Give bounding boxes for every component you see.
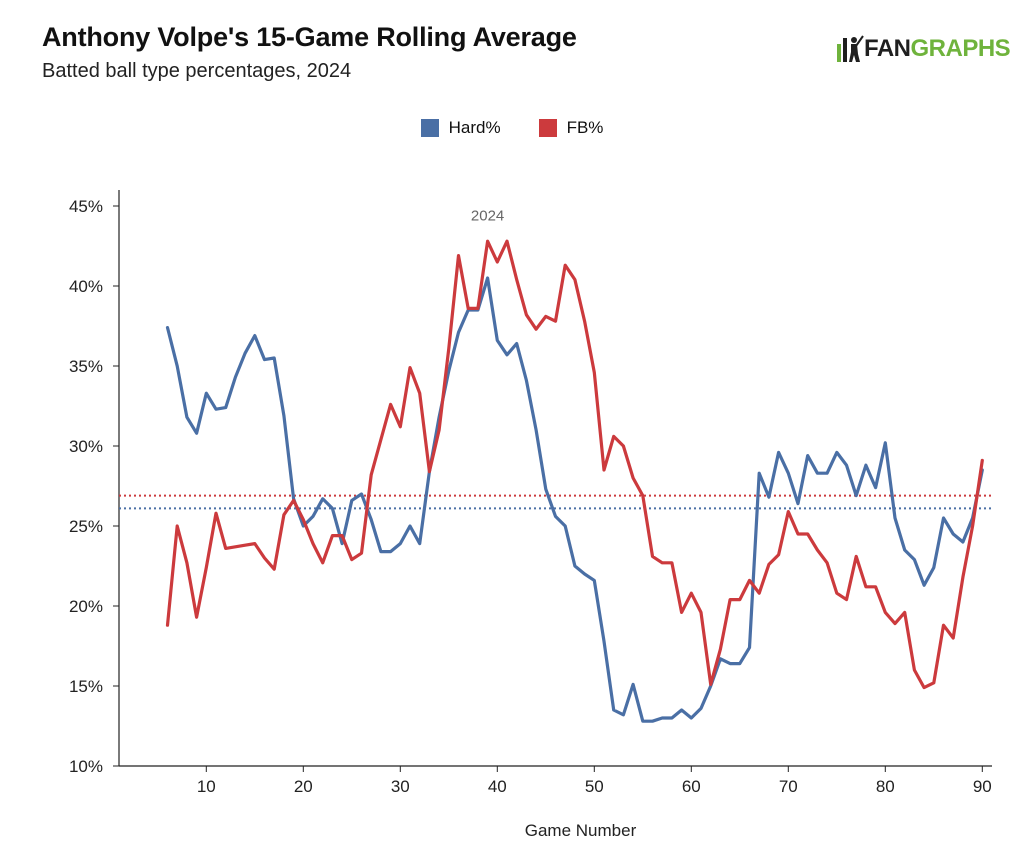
batter-icon xyxy=(837,35,864,62)
y-tick-label: 40% xyxy=(69,277,103,296)
chart-title: Anthony Volpe's 15-Game Rolling Average xyxy=(42,22,577,52)
y-tick-label: 10% xyxy=(69,757,103,776)
x-tick-label: 10 xyxy=(197,777,216,796)
x-tick-label: 40 xyxy=(488,777,507,796)
x-tick-label: 30 xyxy=(391,777,410,796)
legend-label-fb: FB% xyxy=(566,118,604,137)
y-tick-label: 45% xyxy=(69,197,103,216)
legend-swatch-hard xyxy=(420,119,439,137)
chart-annotation: 2024 xyxy=(471,207,504,224)
y-tick-label: 25% xyxy=(69,517,103,536)
legend-item-fb: FB% xyxy=(538,118,604,138)
y-tick-label: 35% xyxy=(69,357,103,376)
x-tick-label: 60 xyxy=(682,777,701,796)
legend-swatch-fb xyxy=(538,119,557,137)
x-tick-label: 90 xyxy=(973,777,992,796)
series-line-fb xyxy=(165,239,984,690)
series-line-hard xyxy=(165,276,984,723)
logo-text-graphs: GRAPHS xyxy=(910,35,1011,62)
legend-item-hard: Hard% xyxy=(420,118,501,138)
chart-subtitle: Batted ball type percentages, 2024 xyxy=(42,60,352,82)
y-tick-label: 30% xyxy=(69,437,103,456)
x-axis-title: Game Number xyxy=(525,821,637,840)
y-tick-label: 15% xyxy=(69,677,103,696)
x-tick-label: 50 xyxy=(585,777,604,796)
legend-label-hard: Hard% xyxy=(448,118,501,137)
x-tick-label: 20 xyxy=(294,777,313,796)
chart-legend: Hard% FB% xyxy=(0,118,1024,138)
fangraphs-logo: FAN GRAPHS xyxy=(834,34,1011,64)
x-tick-label: 70 xyxy=(779,777,798,796)
logo-text-fan: FAN xyxy=(864,35,911,62)
y-tick-label: 20% xyxy=(69,597,103,616)
x-tick-label: 80 xyxy=(876,777,895,796)
